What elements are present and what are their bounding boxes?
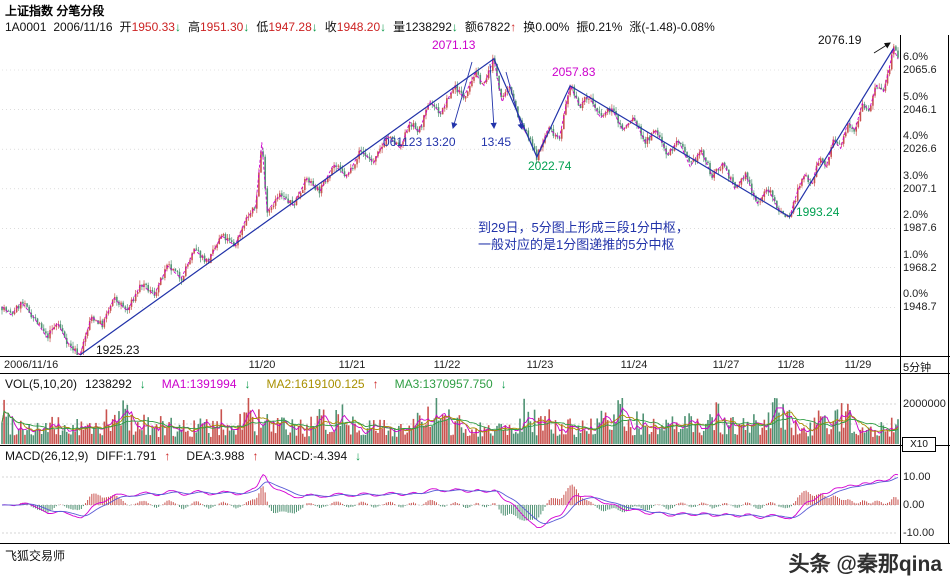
macd-axis-label: 0.00 [903, 499, 925, 511]
quote-field-open: 开1950.33↓ [119, 20, 181, 34]
price-annotation: 13:45 [481, 135, 512, 149]
volume-ma2-value: MA2:1619100.125 ↑ [266, 377, 379, 391]
x-axis-date-label: 11/28 [777, 359, 805, 371]
quote-field-amount: 额67822↑ [464, 20, 517, 34]
quote-field-volume: 量1238292↓ [393, 20, 458, 34]
y-axis-price-label: 2046.1 [903, 103, 937, 116]
period-label[interactable]: 5分钟 [903, 362, 932, 374]
y-axis-price-label: 1948.7 [903, 301, 937, 314]
axis-divider [900, 35, 901, 543]
volume-indicator-title: VOL(5,10,20) [5, 377, 78, 391]
price-annotation: 2076.19 [818, 33, 862, 47]
segment-line [79, 48, 895, 356]
y-axis-percent-label: 4.0% [903, 130, 929, 143]
volume-chart[interactable] [1, 398, 899, 444]
stock-code: 1A0001 [5, 20, 47, 34]
macd-axis-label: 10.00 [903, 471, 931, 483]
quote-field-high: 高1951.30↓ [187, 20, 250, 34]
x-axis-date-label: 11/24 [620, 359, 648, 371]
separator-line [0, 543, 950, 544]
quote-field-change: 涨(-1.48)-0.08% [629, 20, 715, 34]
price-annotation: 1925.23 [96, 343, 140, 357]
chart-title: 上证指数 分笔分段 [5, 4, 105, 18]
x-axis-date-label: 11/23 [526, 359, 554, 371]
volume-ma1-value: MA1:1391994 ↓ [161, 377, 251, 391]
chart-note: 到29日，5分图上形成三段1分中枢， 一般对应的是1分图递推的5分中枢 [478, 220, 689, 252]
y-axis-price-label: 1987.6 [903, 222, 937, 235]
annotation-arrow [505, 71, 524, 131]
x-axis-date-label: 2006/11/16 [4, 359, 59, 371]
y-axis-price-label: 2007.1 [903, 182, 937, 195]
dea-line [1, 477, 899, 525]
diff-line [1, 473, 899, 529]
y-axis-percent-label: 6.0% [903, 51, 929, 63]
quote-field-turnover: 换0.00% [523, 20, 570, 34]
price-annotation: 2071.13 [432, 38, 476, 52]
macd-chart[interactable] [1, 473, 899, 534]
macd-field-1: DEA:3.988 ↑ [186, 449, 259, 463]
macd-axis-label: -10.00 [903, 527, 935, 539]
y-axis-percent-label: 3.0% [903, 169, 929, 182]
y-axis-percent-label: 1.0% [903, 248, 929, 261]
watermark-text: 头条 @秦那qina [788, 553, 942, 576]
app-brand-label: 飞狐交易师 [5, 549, 66, 563]
annotation-arrow [489, 63, 497, 130]
volume-unit-box: X10 [902, 437, 936, 452]
quote-field-close: 收1948.20↓ [324, 20, 387, 34]
y-axis-percent-label: 5.0% [903, 90, 929, 103]
separator-line [0, 373, 950, 374]
price-annotation: 2022.74 [528, 159, 572, 173]
volume-current-value: 1238292 ↓ [85, 377, 146, 391]
x-axis-date-label: 11/27 [712, 359, 740, 371]
volume-indicator-header[interactable]: VOL(5,10,20) 1238292 ↓ MA1:1391994 ↓ MA2:1619… [5, 377, 523, 391]
volume-ma3-value: MA3:1370957.750 ↓ [394, 377, 507, 391]
x-axis-date-label: 11/20 [248, 359, 276, 371]
quote-info-bar: 1A0001 2006/11/16 开1950.33↓ 高1951.30↓ 低1947.… [5, 18, 722, 35]
quote-field-low: 低1947.28↓ [256, 20, 318, 34]
separator-line [0, 445, 950, 446]
pen-line [1, 47, 899, 356]
annotation-arrow [451, 61, 473, 130]
macd-indicator-header[interactable]: MACD(26,12,9) DIFF:1.791 ↑ DEA:3.988 ↑ MACD:-… [5, 449, 377, 463]
volume-ma-line [1, 410, 899, 433]
x-axis-date-label: 11/29 [844, 359, 872, 371]
y-axis-percent-label: 0.0% [903, 288, 929, 301]
y-axis-price-label: 2065.6 [903, 64, 937, 76]
price-annotation: 1993.24 [796, 205, 840, 219]
macd-field-0: DIFF:1.791 ↑ [96, 449, 171, 463]
quote-date: 2006/11/16 [53, 20, 113, 34]
window-right-border [948, 35, 949, 543]
volume-ma-line [1, 410, 899, 431]
x-axis-date-label: 11/22 [433, 359, 461, 371]
annotation-arrow [873, 42, 891, 54]
quote-field-amplitude: 振0.21% [576, 20, 623, 34]
volume-axis-label: 2000000 [903, 398, 946, 410]
y-axis-price-label: 1968.2 [903, 261, 937, 274]
x-axis-date-label: 11/21 [338, 359, 366, 371]
macd-field-2: MACD:-4.394 ↓ [274, 449, 362, 463]
y-axis-percent-label: 2.0% [903, 209, 929, 222]
separator-line [0, 356, 950, 357]
price-chart[interactable] [1, 42, 899, 356]
price-annotation: 2057.83 [552, 65, 596, 79]
price-annotation: 061123 13:20 [383, 135, 456, 149]
macd-indicator-title: MACD(26,12,9) [5, 449, 89, 463]
y-axis-price-label: 2026.6 [903, 143, 937, 156]
